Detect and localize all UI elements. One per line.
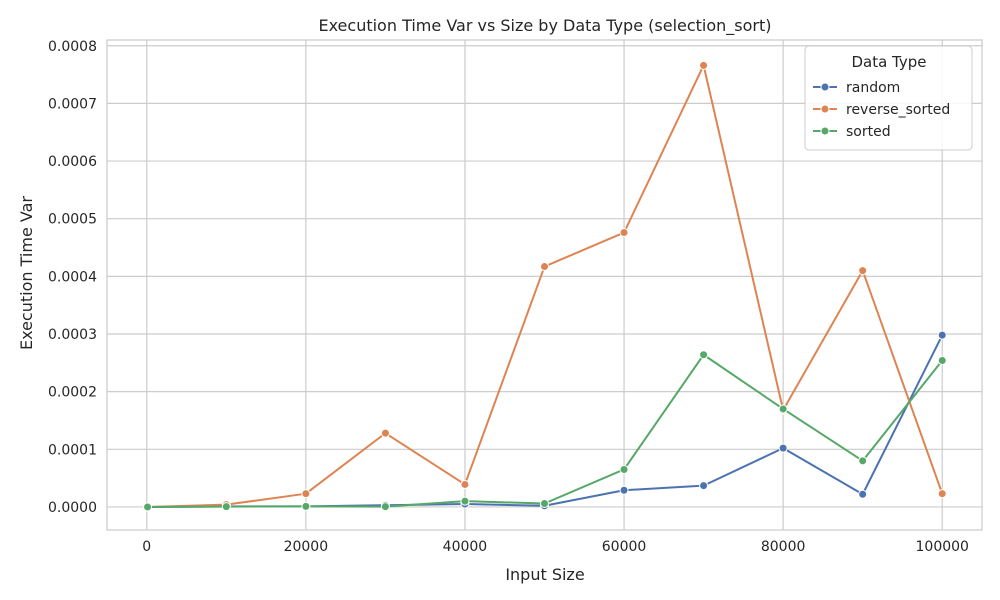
data-point <box>619 464 629 474</box>
data-point <box>858 266 868 276</box>
y-axis-ticks: 0.0000 0.0001 0.0002 0.0003 0.0004 0.0005 0.00… <box>48 39 97 516</box>
legend-marker-swatch <box>820 104 830 114</box>
y-tick-label: 0.0005 <box>48 212 97 228</box>
data-point <box>619 485 629 495</box>
legend-title: Data Type <box>851 53 926 71</box>
x-tick-label: 40000 <box>443 539 488 555</box>
y-tick-label: 0.0008 <box>48 39 97 55</box>
x-tick-label: 20000 <box>284 539 329 555</box>
data-point <box>301 501 311 511</box>
y-tick-label: 0.0001 <box>48 442 97 458</box>
legend-marker-swatch <box>820 126 830 136</box>
y-axis-title: Execution Time Var <box>17 196 36 350</box>
data-point <box>301 489 311 499</box>
x-axis-title: Input Size <box>505 565 584 584</box>
data-point <box>619 228 629 238</box>
data-point <box>143 502 153 512</box>
data-point <box>858 489 868 499</box>
data-point <box>540 262 549 272</box>
data-point <box>937 356 947 366</box>
plot-area-frame <box>106 39 983 531</box>
data-point <box>699 481 709 491</box>
legend-box <box>804 45 973 151</box>
data-point <box>540 498 549 508</box>
legend-label: reverse_sorted <box>846 102 950 118</box>
x-tick-label: 0 <box>142 539 151 555</box>
data-point <box>460 479 470 489</box>
data-point <box>380 428 390 438</box>
x-tick-label: 100000 <box>916 539 969 555</box>
data-point <box>778 443 788 453</box>
data-point <box>937 489 947 499</box>
data-point <box>380 502 390 512</box>
legend-label: sorted <box>846 124 891 140</box>
legend-label: random <box>846 80 900 96</box>
grid <box>107 40 982 530</box>
y-tick-label: 0.0000 <box>48 500 97 516</box>
y-tick-label: 0.0007 <box>48 96 97 112</box>
legend-item: sorted <box>813 124 891 140</box>
data-point <box>778 404 788 414</box>
data-point <box>460 496 470 506</box>
data-point <box>699 60 709 70</box>
y-tick-label: 0.0004 <box>48 269 97 285</box>
x-tick-label: 60000 <box>602 539 647 555</box>
data-point <box>937 330 947 340</box>
chart-title: Execution Time Var vs Size by Data Type … <box>318 16 771 36</box>
data-point <box>221 502 231 512</box>
legend-item: reverse_sorted <box>813 102 950 118</box>
data-point <box>699 350 709 360</box>
y-tick-label: 0.0006 <box>48 154 97 170</box>
data-point <box>858 456 868 466</box>
y-tick-label: 0.0003 <box>48 327 97 343</box>
series <box>143 60 947 512</box>
x-axis-ticks: 0 20000 40000 60000 80000 100000 <box>142 539 969 555</box>
series-sorted <box>143 350 947 512</box>
legend-item: random <box>813 80 900 96</box>
legend-marker-swatch <box>820 82 830 92</box>
x-tick-label: 80000 <box>761 539 806 555</box>
y-tick-label: 0.0002 <box>48 385 97 401</box>
